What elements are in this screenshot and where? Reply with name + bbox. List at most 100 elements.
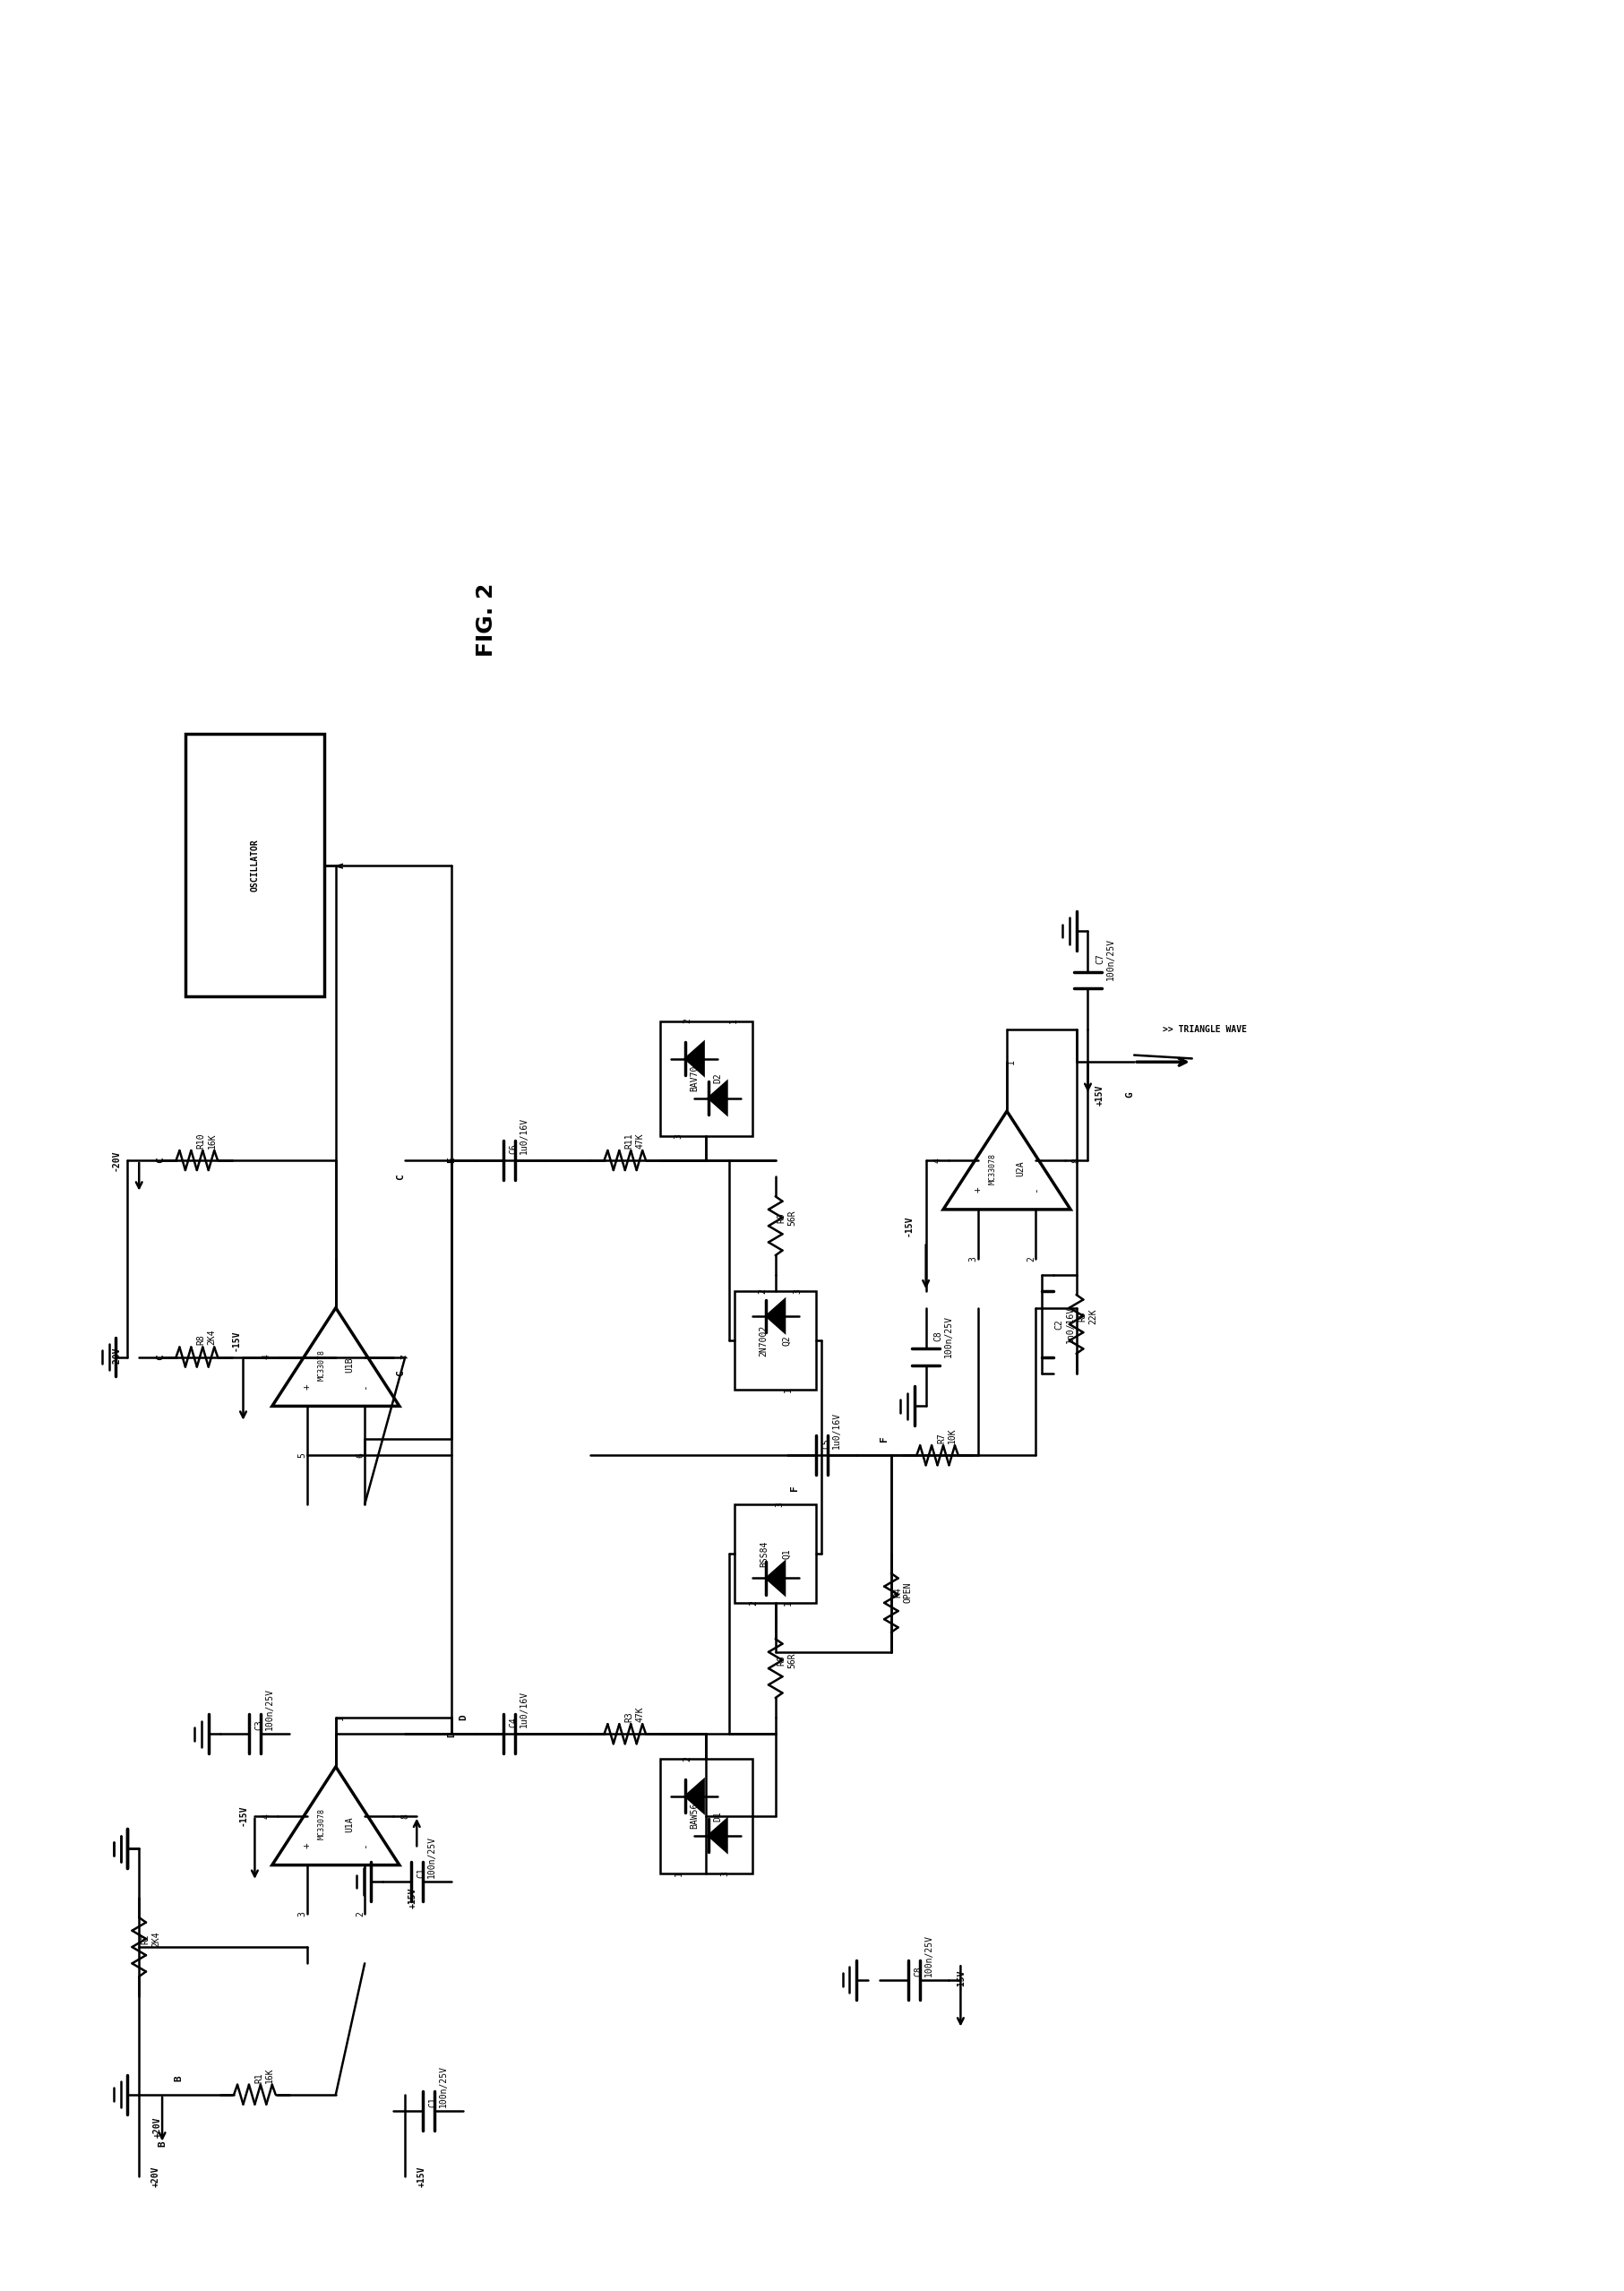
Text: +15V: +15V [1095,1084,1104,1104]
Text: 2: 2 [758,1290,767,1294]
Text: C: C [156,1354,166,1361]
Text: R4
OPEN: R4 OPEN [893,1581,913,1604]
Text: Q2: Q2 [783,1336,791,1345]
Text: 2: 2 [684,1019,692,1024]
Text: U2A: U2A [1017,1162,1025,1175]
Text: +15V: +15V [408,1888,417,1908]
Text: 4: 4 [932,1157,942,1164]
Text: R9
56R: R9 56R [778,1210,797,1226]
Text: +20V: +20V [151,2165,159,2188]
Text: R1
16K: R1 16K [255,2066,274,2083]
Text: F: F [880,1436,888,1441]
Text: U1A: U1A [346,1817,354,1833]
Text: C2
1n0/16V: C2 1n0/16V [1056,1306,1075,1343]
Text: C3
100n/25V: C3 100n/25V [255,1688,274,1730]
Bar [736,1505,815,1604]
Text: 1: 1 [674,1872,684,1876]
Text: MC33078: MC33078 [989,1152,997,1184]
Text: -15V: -15V [957,1970,965,1991]
Text: 1: 1 [784,1599,793,1606]
Text: +: + [302,1842,312,1849]
Text: -: - [361,1842,369,1849]
Text: -20V: -20V [112,1347,120,1368]
Text: C8
100n/25V: C8 100n/25V [914,1934,934,1977]
Text: C: C [396,1173,406,1180]
Text: C6
1u0/16V: C6 1u0/16V [510,1118,529,1155]
Text: -15V: -15V [239,1805,248,1826]
Text: 2: 2 [749,1599,758,1606]
Text: R6
56R: R6 56R [778,1652,797,1668]
Text: R5
22K: R5 22K [1078,1308,1098,1324]
Text: -15V: -15V [905,1214,913,1237]
Text: -: - [361,1384,369,1391]
Text: R2
2K4: R2 2K4 [141,1931,161,1947]
Text: C: C [156,1157,166,1164]
Text: MC33078: MC33078 [318,1349,326,1381]
Text: F: F [789,1485,799,1491]
Text: +: + [302,1384,312,1391]
Text: B: B [158,2140,167,2147]
Text: Q1: Q1 [783,1549,791,1558]
Text: 8: 8 [401,1812,409,1819]
Text: >> TRIANGLE WAVE: >> TRIANGLE WAVE [1163,1024,1247,1033]
Text: 3: 3 [776,1503,784,1507]
Text: 3: 3 [719,1872,729,1876]
Text: A: A [338,861,346,868]
Text: 3: 3 [297,1911,307,1918]
Text: R10
16K: R10 16K [197,1132,216,1148]
Text: -15V: -15V [232,1331,240,1352]
Text: BSS84: BSS84 [760,1540,768,1567]
Text: G: G [1125,1093,1134,1097]
Polygon shape [685,1042,703,1074]
Text: 8: 8 [1072,1157,1082,1164]
Text: MC33078: MC33078 [318,1808,326,1840]
Text: D1: D1 [713,1810,723,1821]
Text: 2: 2 [356,1911,365,1918]
Bar [736,1292,815,1391]
Text: C7
100n/25V: C7 100n/25V [1096,937,1116,981]
Text: 6: 6 [356,1452,365,1457]
Text: +15V: +15V [417,2165,425,2188]
Text: +: + [973,1187,983,1194]
Text: 2N7002: 2N7002 [760,1324,768,1356]
Bar [659,1759,752,1874]
Text: C1
100n/25V: C1 100n/25V [417,1835,437,1879]
Bar [659,1022,752,1136]
Text: -20V: -20V [112,1150,120,1171]
Text: 4: 4 [261,1354,271,1359]
Polygon shape [708,1819,728,1851]
Text: 2: 2 [684,1755,692,1762]
Text: -: - [1031,1187,1041,1194]
Text: D: D [447,1732,456,1737]
Text: R8
2K4: R8 2K4 [197,1329,216,1345]
Text: D: D [458,1714,468,1721]
Text: C1
100n/25V: C1 100n/25V [429,2064,448,2108]
Text: BAV70: BAV70 [690,1065,698,1091]
Text: R3
47K: R3 47K [625,1707,645,1723]
Text: 1: 1 [784,1386,793,1393]
Text: 3: 3 [970,1255,978,1262]
Polygon shape [767,1299,784,1333]
Text: C4
1u0/16V: C4 1u0/16V [510,1691,529,1727]
Text: 7: 7 [401,1354,409,1359]
Text: U1B: U1B [346,1356,354,1372]
Bar [185,733,325,997]
Polygon shape [708,1081,728,1113]
Polygon shape [685,1780,703,1812]
Text: 1: 1 [336,1716,344,1721]
Text: C: C [396,1370,406,1377]
Text: 4: 4 [261,1812,271,1819]
Text: 3: 3 [793,1290,802,1294]
Text: FIG. 2: FIG. 2 [476,582,497,655]
Text: C5
1u0/16V: C5 1u0/16V [822,1411,841,1450]
Text: E: E [447,1157,456,1164]
Text: OSCILLATOR: OSCILLATOR [250,839,260,891]
Text: BAW56: BAW56 [690,1803,698,1828]
Text: 2: 2 [1026,1255,1036,1262]
Polygon shape [767,1562,784,1595]
Text: R11
47K: R11 47K [625,1132,645,1148]
Text: 1: 1 [1007,1058,1017,1065]
Text: 1: 1 [729,1019,739,1024]
Text: D2: D2 [713,1072,723,1084]
Text: 5: 5 [297,1452,307,1457]
